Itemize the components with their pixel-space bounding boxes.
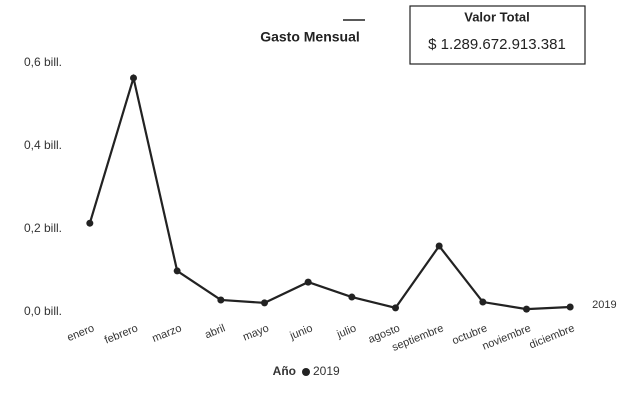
line (88, 73, 571, 311)
legend-marker (302, 368, 310, 376)
legend-title: Año (273, 364, 296, 378)
point (348, 293, 356, 301)
x-tick-label: julio (334, 322, 358, 341)
y-tick-label: 0,6 bill. (24, 55, 62, 69)
x-tick-label: diciembre (528, 322, 577, 351)
y-tick-label: 0,4 bill. (24, 138, 62, 152)
x-tick-label: noviembre (481, 322, 533, 352)
point (130, 74, 137, 82)
y-tick-label: 0,2 bill. (24, 221, 62, 235)
point (86, 219, 94, 227)
x-tick-label: enero (65, 322, 96, 344)
legend-label: 2019 (313, 364, 340, 378)
x-tick-label: febrero (103, 322, 140, 346)
x-tick-label: mayo (241, 322, 270, 343)
y-tick-label: 0,0 bill. (24, 304, 62, 318)
x-tick-label: junio (287, 322, 314, 342)
x-tick-label: marzo (151, 322, 184, 345)
point (523, 305, 530, 313)
point (435, 242, 443, 250)
card (409, 5, 586, 65)
point (261, 299, 268, 307)
point (217, 296, 225, 304)
point (304, 278, 312, 286)
point (173, 267, 181, 275)
chart-title: Gasto Mensual (260, 29, 360, 45)
point (479, 298, 487, 306)
card-value: $ 1.289.672.913.381 (428, 36, 566, 53)
card-title: Valor Total (464, 9, 530, 24)
point (566, 303, 574, 311)
series-end-label: 2019 (592, 299, 616, 311)
x-tick-label: abril (203, 322, 227, 341)
point (392, 304, 399, 312)
